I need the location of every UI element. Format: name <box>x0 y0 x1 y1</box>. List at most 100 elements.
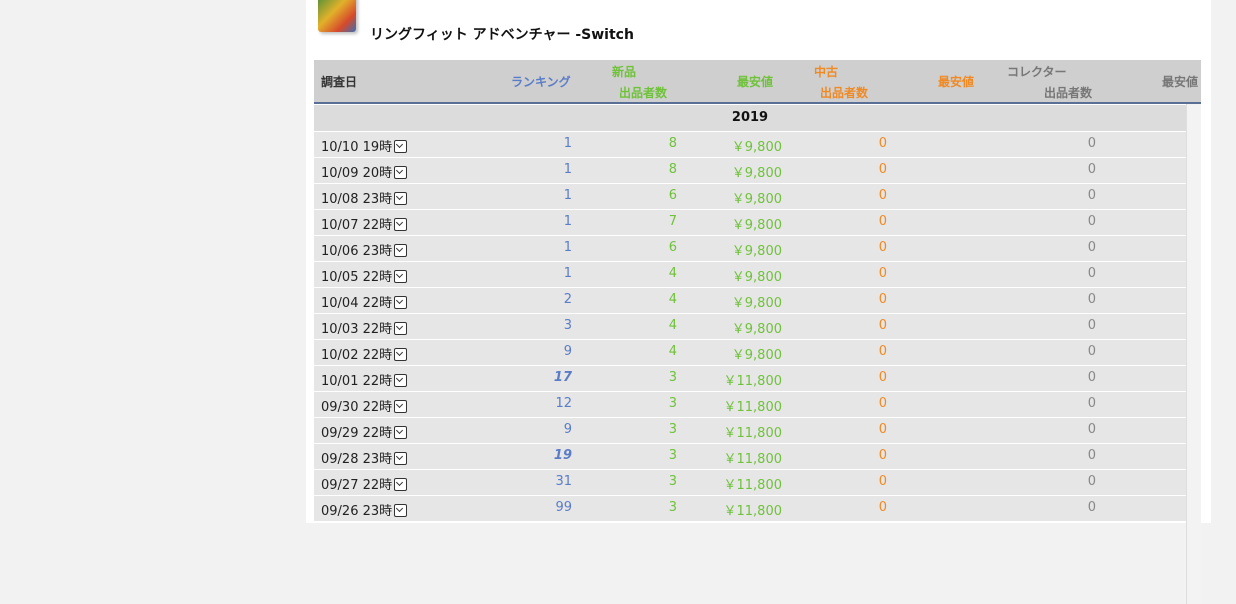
row-date-cell: 09/27 22時 <box>321 474 408 493</box>
header-new-sellers[interactable]: 出品者数 <box>619 86 668 100</box>
row-ranking: 99 <box>555 500 572 515</box>
chevron-down-icon[interactable] <box>394 452 408 465</box>
table-row: 09/28 23時 19 3 ￥11,800 0 0 <box>314 444 1186 469</box>
chevron-down-icon[interactable] <box>394 348 408 361</box>
row-date: 10/01 22時 <box>321 374 393 389</box>
row-collector-sellers: 0 <box>1087 214 1096 229</box>
row-new-min-price: ￥9,800 <box>731 166 782 181</box>
row-date: 10/08 23時 <box>321 192 393 207</box>
row-new-sellers: 7 <box>668 214 677 229</box>
row-new-sellers: 6 <box>668 240 677 255</box>
chevron-down-icon[interactable] <box>394 218 408 231</box>
table-row: 10/05 22時 1 4 ￥9,800 0 0 <box>314 262 1186 287</box>
row-date: 09/29 22時 <box>321 426 393 441</box>
chevron-down-icon[interactable] <box>394 296 408 309</box>
row-new-min-price: ￥11,800 <box>723 478 783 493</box>
row-ranking: 1 <box>563 136 572 151</box>
table-row: 09/26 23時 99 3 ￥11,800 0 0 <box>314 496 1186 521</box>
row-ranking: 1 <box>563 240 572 255</box>
table-body: 10/10 19時 1 8 ￥9,800 0 0 10/09 20時 1 8 ￥9,800 0 0 10… <box>314 132 1201 521</box>
header-new: 新品 <box>612 65 637 79</box>
row-used-sellers: 0 <box>878 396 887 411</box>
row-date: 10/10 19時 <box>321 140 393 155</box>
chevron-down-icon[interactable] <box>394 478 408 491</box>
table-row: 10/01 22時 17 3 ￥11,800 0 0 <box>314 366 1186 391</box>
table-row: 10/07 22時 1 7 ￥9,800 0 0 <box>314 210 1186 235</box>
row-ranking: 2 <box>563 292 572 307</box>
header-collector-min[interactable]: 最安値 <box>1162 75 1199 89</box>
chevron-down-icon[interactable] <box>394 244 408 257</box>
header-date[interactable]: 調査日 <box>321 75 358 89</box>
row-date: 10/02 22時 <box>321 348 393 363</box>
row-ranking: 1 <box>563 266 572 281</box>
row-date-cell: 10/09 20時 <box>321 162 408 181</box>
chevron-down-icon[interactable] <box>394 322 408 335</box>
row-new-sellers: 3 <box>668 396 677 411</box>
chevron-down-icon[interactable] <box>394 192 408 205</box>
row-date: 09/27 22時 <box>321 478 393 493</box>
chevron-down-icon[interactable] <box>394 270 408 283</box>
row-date-cell: 09/28 23時 <box>321 448 408 467</box>
row-collector-sellers: 0 <box>1087 318 1096 333</box>
header-new-min[interactable]: 最安値 <box>737 75 774 89</box>
row-new-min-price: ￥11,800 <box>723 452 783 467</box>
row-date-cell: 10/04 22時 <box>321 292 408 311</box>
header-ranking[interactable]: ランキング <box>511 75 571 89</box>
row-new-sellers: 6 <box>668 188 677 203</box>
row-collector-sellers: 0 <box>1087 162 1096 177</box>
row-ranking: 1 <box>563 188 572 203</box>
row-new-min-price: ￥9,800 <box>731 218 782 233</box>
chevron-down-icon[interactable] <box>394 140 408 153</box>
row-used-sellers: 0 <box>878 162 887 177</box>
row-date: 09/26 23時 <box>321 504 393 519</box>
row-date: 10/07 22時 <box>321 218 393 233</box>
header-used-min[interactable]: 最安値 <box>938 75 975 89</box>
year-group-row: 2019 <box>314 105 1186 131</box>
row-date: 09/30 22時 <box>321 400 393 415</box>
row-new-sellers: 3 <box>668 422 677 437</box>
row-date-cell: 10/06 23時 <box>321 240 408 259</box>
row-new-min-price: ￥11,800 <box>723 426 783 441</box>
row-date-cell: 10/02 22時 <box>321 344 408 363</box>
row-ranking: 31 <box>555 474 572 489</box>
chevron-down-icon[interactable] <box>394 374 408 387</box>
row-new-min-price: ￥11,800 <box>723 400 783 415</box>
row-new-min-price: ￥9,800 <box>731 192 782 207</box>
chevron-down-icon[interactable] <box>394 426 408 439</box>
row-new-sellers: 4 <box>668 344 677 359</box>
header-used-sellers[interactable]: 出品者数 <box>820 86 869 100</box>
header-collector: コレクター <box>1007 65 1067 79</box>
row-new-sellers: 3 <box>668 474 677 489</box>
chevron-down-icon[interactable] <box>394 504 408 517</box>
table-row: 10/03 22時 3 4 ￥9,800 0 0 <box>314 314 1186 339</box>
row-new-sellers: 3 <box>668 448 677 463</box>
chevron-down-icon[interactable] <box>394 400 408 413</box>
table-row: 10/08 23時 1 6 ￥9,800 0 0 <box>314 184 1186 209</box>
row-collector-sellers: 0 <box>1087 474 1096 489</box>
row-date-cell: 09/30 22時 <box>321 396 408 415</box>
row-new-min-price: ￥9,800 <box>731 140 782 155</box>
row-used-sellers: 0 <box>878 422 887 437</box>
row-date-cell: 10/05 22時 <box>321 266 408 285</box>
row-date-cell: 10/07 22時 <box>321 214 408 233</box>
header-used: 中古 <box>814 65 839 79</box>
row-date: 10/04 22時 <box>321 296 393 311</box>
content-panel: リングフィット アドベンチャー -Switch 調査日 ランキング 新品 出品者… <box>306 0 1211 604</box>
row-collector-sellers: 0 <box>1087 448 1096 463</box>
row-used-sellers: 0 <box>878 188 887 203</box>
row-new-min-price: ￥11,800 <box>723 374 783 389</box>
row-collector-sellers: 0 <box>1087 422 1096 437</box>
row-collector-sellers: 0 <box>1087 240 1096 255</box>
product-image[interactable] <box>318 0 356 32</box>
row-new-sellers: 8 <box>668 162 677 177</box>
row-ranking: 17 <box>553 370 572 385</box>
row-ranking: 9 <box>563 422 572 437</box>
table-header: 調査日 ランキング 新品 出品者数 最安値 中古 出品者数 最安値 コレクター … <box>314 60 1201 104</box>
row-used-sellers: 0 <box>878 318 887 333</box>
header-collector-sellers[interactable]: 出品者数 <box>1044 86 1093 100</box>
chevron-down-icon[interactable] <box>394 166 408 179</box>
row-collector-sellers: 0 <box>1087 188 1096 203</box>
row-new-min-price: ￥9,800 <box>731 348 782 363</box>
row-used-sellers: 0 <box>878 214 887 229</box>
row-date: 10/06 23時 <box>321 244 393 259</box>
